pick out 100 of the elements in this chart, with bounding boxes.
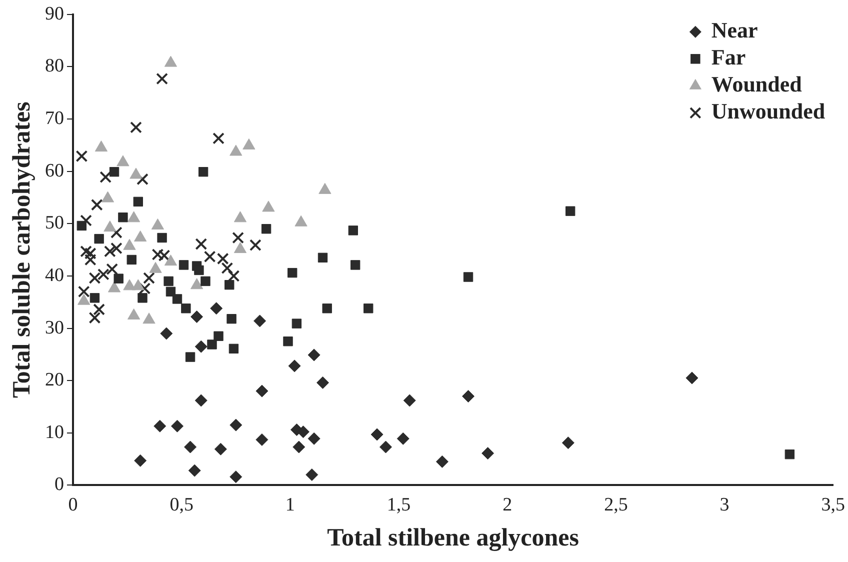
point: [109, 167, 120, 177]
point: [157, 232, 167, 243]
x-axis-title: Total stilbene aglycones: [327, 524, 580, 552]
y-tick-label: 10: [45, 422, 64, 443]
point: [97, 268, 110, 280]
point: [482, 447, 494, 460]
point: [194, 394, 208, 407]
x-tick-label: 3: [720, 494, 730, 516]
point: [138, 293, 148, 303]
point: [228, 270, 240, 282]
point: [232, 232, 244, 244]
point: [134, 230, 147, 242]
point: [198, 167, 208, 177]
point: [80, 214, 92, 226]
point: [322, 304, 332, 314]
x-tick-label: 1: [285, 494, 295, 516]
point: [256, 433, 268, 446]
point: [152, 248, 164, 260]
point: [104, 245, 116, 258]
point: [100, 171, 112, 184]
y-tick-label: 80: [45, 56, 64, 77]
point: [230, 418, 242, 432]
point: [134, 454, 147, 467]
point: [396, 432, 410, 445]
point: [207, 340, 217, 350]
x-tick-label: 2: [502, 494, 512, 516]
legend-label: Near: [711, 18, 758, 43]
point: [403, 394, 416, 407]
point: [436, 455, 448, 468]
point: [254, 314, 266, 328]
point: [686, 372, 698, 384]
point: [256, 384, 268, 398]
point: [214, 331, 224, 341]
point: [156, 72, 168, 85]
point: [364, 304, 374, 314]
point: [462, 390, 475, 403]
point: [133, 196, 143, 207]
y-tick-label: 20: [45, 370, 64, 391]
point: [76, 150, 88, 162]
point: [118, 212, 128, 222]
point: [188, 464, 201, 477]
point: [221, 262, 234, 274]
point: [379, 440, 392, 454]
legend-label: Unwounded: [711, 98, 826, 124]
y-tick-label: 60: [45, 160, 64, 182]
point: [234, 242, 247, 254]
point: [181, 304, 191, 314]
legend-label: Far: [711, 44, 746, 70]
point: [292, 440, 306, 454]
point: [194, 265, 204, 276]
point: [130, 121, 142, 134]
point: [308, 348, 320, 362]
point: [565, 206, 576, 216]
point: [212, 132, 224, 144]
point: [370, 428, 384, 441]
point: [306, 468, 318, 481]
point: [562, 436, 574, 450]
point: [172, 294, 182, 304]
point: [110, 242, 122, 254]
point: [158, 250, 170, 262]
point: [195, 238, 208, 250]
x-tick-label: 0: [68, 494, 78, 516]
y-tick-label: 50: [45, 212, 64, 234]
point: [204, 250, 216, 263]
point: [164, 276, 174, 286]
point: [80, 245, 92, 258]
point: [90, 198, 103, 211]
point: [94, 140, 108, 152]
y-tick-label: 40: [45, 264, 64, 286]
point: [184, 440, 197, 454]
point: [308, 432, 320, 445]
point: [90, 293, 100, 303]
point: [292, 318, 302, 328]
x-tick-label: 2,5: [604, 494, 628, 516]
y-tick-label: 90: [45, 3, 64, 24]
point: [216, 252, 229, 265]
point: [88, 312, 101, 324]
point: [93, 303, 106, 316]
point: [78, 286, 90, 298]
point: [170, 420, 184, 432]
point: [288, 360, 301, 372]
point: [214, 442, 227, 456]
point: [110, 226, 122, 238]
point: [228, 344, 239, 354]
point: [136, 173, 148, 186]
point: [348, 226, 358, 236]
y-axis-title: Total soluble carbohydrates: [8, 101, 36, 398]
point: [160, 327, 173, 340]
x-tick-label: 0,5: [170, 494, 194, 516]
point: [94, 234, 104, 244]
point: [190, 310, 204, 324]
x-tick-label: 3,5: [821, 494, 845, 516]
point: [350, 260, 360, 270]
point: [166, 286, 176, 296]
point: [88, 272, 101, 284]
point: [316, 376, 330, 389]
point: [318, 252, 328, 262]
point: [138, 282, 151, 294]
point: [230, 470, 242, 484]
point: [261, 224, 272, 234]
